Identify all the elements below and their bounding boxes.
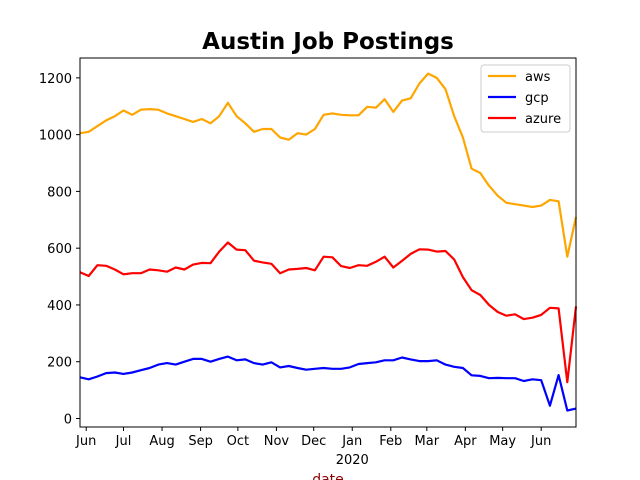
y-tick-label: 0 (64, 412, 72, 427)
y-tick-label: 200 (47, 356, 72, 371)
y-tick-label: 1000 (39, 129, 72, 144)
legend-label-aws: aws (525, 70, 551, 85)
x-tick-label: Nov (264, 434, 290, 449)
series-layer (79, 72, 578, 412)
x-tick-label: Jun (530, 434, 551, 449)
y-tick-label: 1200 (39, 72, 72, 87)
series-line-aws (79, 72, 578, 258)
x-tick-label: May (489, 434, 516, 449)
x-tick-label: Dec (301, 434, 326, 449)
series-line-gcp (79, 355, 577, 412)
x-tick-label: Aug (149, 434, 174, 449)
legend-label-gcp: gcp (525, 91, 549, 106)
y-tick-label: 400 (47, 299, 72, 314)
x-tick-label: Sep (188, 434, 213, 449)
x-tick-label: Jun (75, 434, 96, 449)
legend-label-azure: azure (525, 112, 561, 127)
x-tick-label: Oct (227, 434, 249, 449)
y-tick-label: 800 (47, 185, 72, 200)
legend-box (480, 64, 571, 133)
x-tick-label: Jan (341, 434, 362, 449)
x-tick-label: Apr (454, 434, 477, 449)
legend: aws gcp azure (480, 64, 571, 133)
series-line-azure (79, 241, 578, 384)
x-axis-label: date (312, 472, 344, 480)
chart-title: Austin Job Postings (202, 29, 454, 55)
plot-frame (79, 57, 577, 428)
x-tick-label: Jul (115, 434, 132, 449)
x-tick-label: Feb (379, 434, 402, 449)
y-tick-label: 600 (47, 242, 72, 257)
x-tick-sublabel: 2020 (336, 453, 369, 468)
axes-layer: 0 200 400 600 800 1000 1200 Jun Jul Aug Sep Oct Nov D… (39, 57, 577, 468)
x-tick-label: Mar (415, 434, 440, 449)
